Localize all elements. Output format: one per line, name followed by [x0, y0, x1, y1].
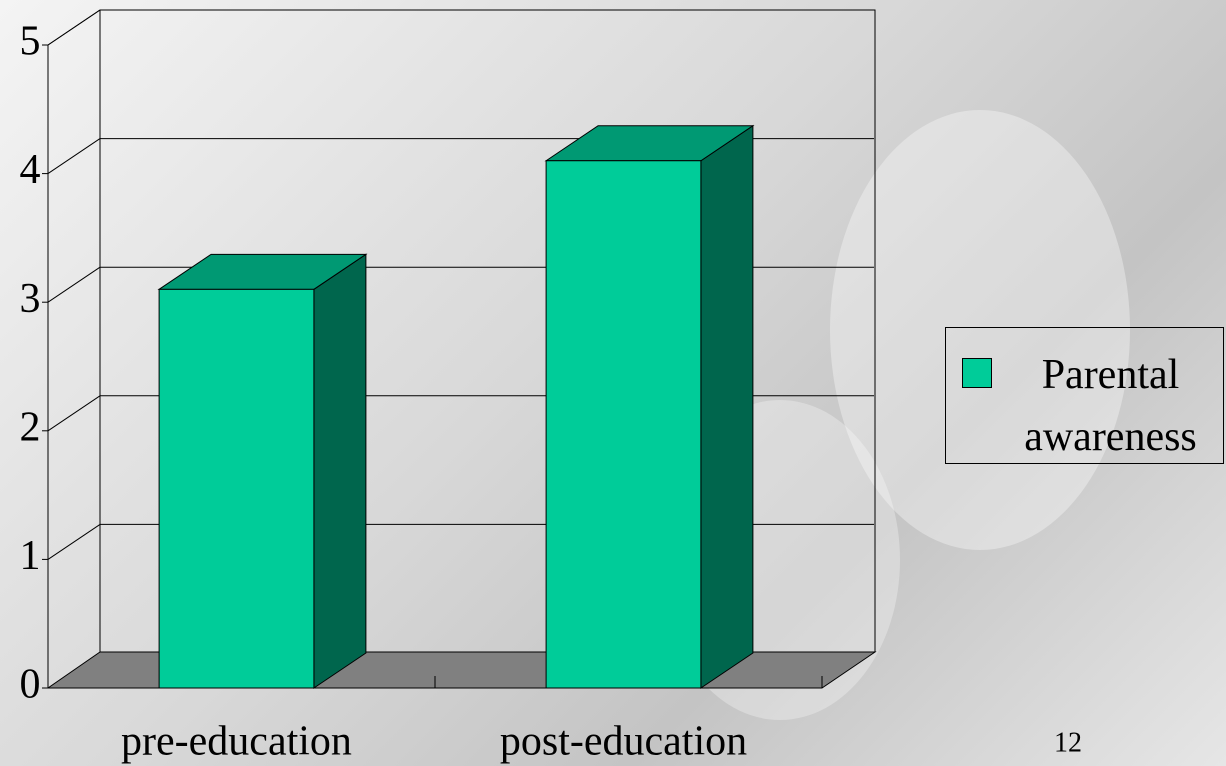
- grid-line: [47, 523, 101, 560]
- grid-line: [47, 138, 101, 175]
- bar: [545, 160, 702, 689]
- bar-side: [313, 253, 367, 689]
- y-tick-label: 5: [20, 19, 41, 65]
- page-number: 12: [1054, 727, 1082, 758]
- x-tick-label: pre-education: [121, 719, 352, 765]
- legend-label: Parental awareness: [1024, 352, 1197, 460]
- bar: [158, 288, 315, 689]
- y-tick-label: 4: [20, 147, 41, 193]
- y-tick-label: 2: [20, 404, 41, 450]
- grid-line: [47, 9, 101, 46]
- background-flower: [830, 110, 1130, 550]
- legend: Parental awareness: [945, 327, 1224, 464]
- x-tick-label: post-education: [500, 719, 747, 765]
- bar-side: [700, 124, 754, 689]
- grid-line: [47, 395, 101, 432]
- y-tick-label: 1: [20, 533, 41, 579]
- legend-swatch: [962, 358, 992, 388]
- y-tick-label: 0: [20, 662, 41, 708]
- y-tick-label: 3: [20, 276, 41, 322]
- grid-line: [47, 266, 101, 303]
